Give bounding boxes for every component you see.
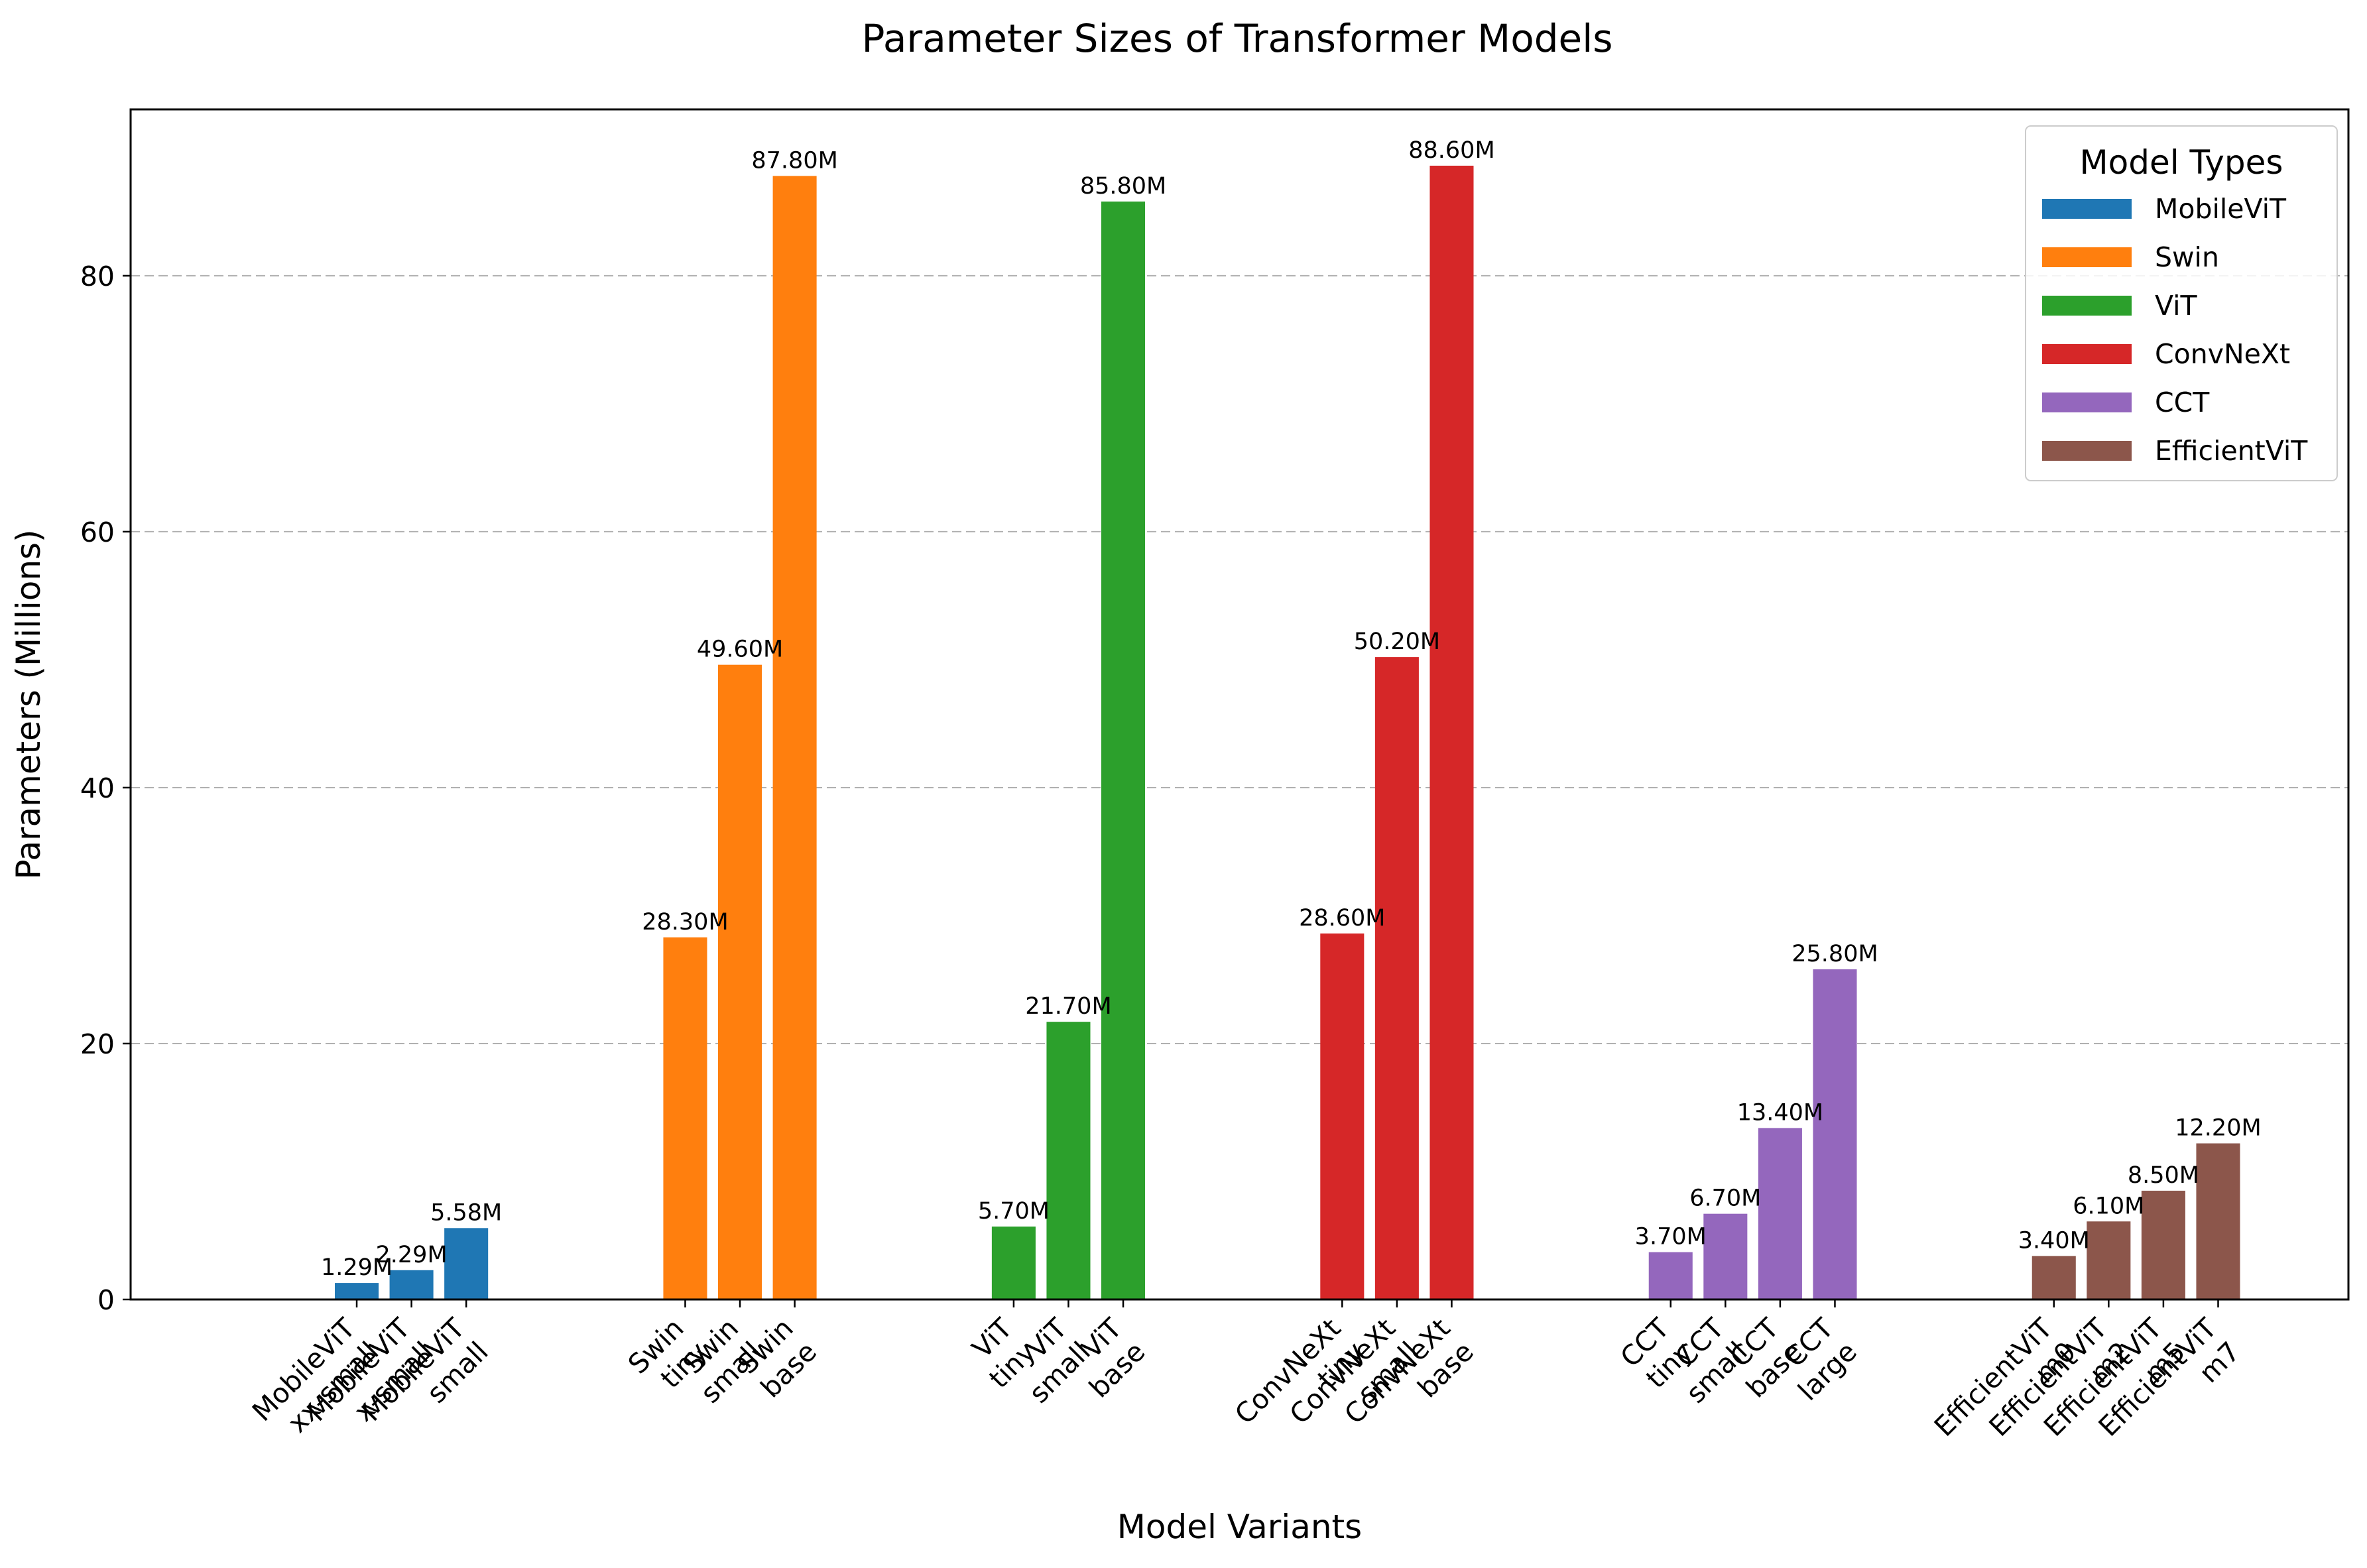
bar-mobilevit-x-small (389, 1270, 434, 1299)
bars (334, 165, 2240, 1300)
data-label: 5.70M (978, 1198, 1050, 1225)
bar-vit-small (1046, 1022, 1091, 1299)
bar-efficientvit-m7 (2196, 1143, 2240, 1299)
data-label: 2.29M (376, 1242, 448, 1268)
y-axis-ticks: 0 20 40 60 80 (80, 261, 131, 1316)
legend-label: Swin (2155, 241, 2219, 273)
bar-convnext-tiny (1320, 933, 1365, 1299)
bar-cct-tiny (1648, 1252, 1693, 1299)
bar-vit-tiny (991, 1226, 1036, 1299)
bar-convnext-base (1429, 165, 1474, 1300)
bar-vit-base (1101, 201, 1146, 1299)
bar-convnext-small (1374, 657, 1419, 1299)
y-tick-label: 20 (80, 1028, 115, 1060)
data-label: 25.80M (1791, 941, 1878, 967)
bar-efficientvit-m2 (2087, 1221, 2131, 1299)
data-label: 49.60M (697, 636, 783, 663)
bar-swin-small (717, 664, 762, 1299)
bar-swin-base (772, 176, 817, 1299)
legend-swatch (2042, 247, 2132, 267)
legend-label: EfficientViT (2155, 435, 2308, 467)
legend-swatch (2042, 344, 2132, 364)
y-tick-label: 40 (80, 772, 115, 804)
legend-item-swin[interactable]: Swin (2042, 241, 2219, 273)
legend-swatch (2042, 441, 2132, 461)
bar-mobilevit-small (444, 1228, 489, 1299)
bar-efficientvit-m0 (2032, 1256, 2076, 1299)
legend-label: CCT (2155, 387, 2210, 418)
bar-swin-tiny (663, 937, 707, 1299)
data-label: 5.58M (430, 1199, 502, 1226)
bar-mobilevit-xx-small (334, 1283, 379, 1299)
legend-label: ViT (2155, 290, 2198, 322)
data-label: 3.70M (1635, 1224, 1707, 1250)
data-label: 6.10M (2073, 1193, 2144, 1219)
y-tick-label: 0 (97, 1284, 115, 1316)
data-label: 28.60M (1299, 905, 1385, 932)
data-label: 85.80M (1080, 173, 1166, 200)
y-tick-label: 80 (80, 261, 115, 292)
legend[interactable]: Model Types MobileViT Swin ViT ConvNeXt CCT Ef… (2025, 125, 2338, 481)
plot-frame (129, 108, 2350, 1301)
data-label: 88.60M (1408, 137, 1494, 164)
data-label: 21.70M (1025, 993, 1111, 1020)
chart-title: Parameter Sizes of Transformer Models (861, 16, 1612, 61)
data-label: 13.40M (1737, 1099, 1823, 1126)
legend-label: ConvNeXt (2155, 338, 2290, 370)
data-label: 6.70M (1689, 1185, 1761, 1212)
legend-item-efficientvit[interactable]: EfficientViT (2042, 435, 2308, 467)
data-label: 28.30M (642, 909, 728, 935)
x-axis-label: Model Variants (1117, 1508, 1362, 1546)
data-label: 1.29M (321, 1254, 393, 1281)
legend-label: MobileViT (2155, 193, 2287, 225)
legend-item-cct[interactable]: CCT (2042, 387, 2210, 418)
legend-item-mobilevit[interactable]: MobileViT (2042, 193, 2287, 225)
y-axis-label: Parameters (Millions) (9, 529, 48, 879)
legend-item-vit[interactable]: ViT (2042, 290, 2198, 322)
bar-efficientvit-m5 (2141, 1190, 2185, 1299)
grid-lines (131, 274, 2348, 1044)
legend-swatch (2042, 392, 2132, 412)
bar-cct-base (1758, 1128, 1802, 1299)
legend-swatch (2042, 199, 2132, 219)
data-label: 3.40M (2018, 1227, 2090, 1254)
legend-title: Model Types (2080, 143, 2283, 182)
data-label: 87.80M (751, 147, 837, 174)
bar-cct-small (1703, 1213, 1748, 1299)
data-label: 8.50M (2128, 1162, 2199, 1189)
data-label: 12.20M (2175, 1115, 2261, 1142)
y-tick-label: 60 (80, 516, 115, 548)
bar-cct-large (1813, 969, 1857, 1299)
data-label: 50.20M (1354, 629, 1440, 655)
legend-swatch (2042, 296, 2132, 316)
legend-item-convnext[interactable]: ConvNeXt (2042, 338, 2290, 370)
